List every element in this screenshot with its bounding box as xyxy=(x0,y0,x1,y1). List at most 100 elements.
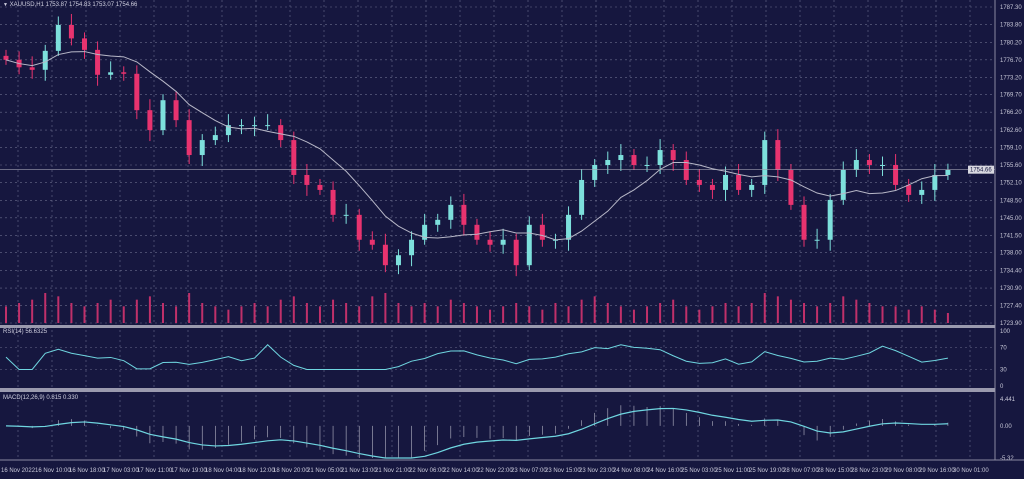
volume-bar xyxy=(593,296,596,323)
rsi-label: RSI(14) 56.6325 xyxy=(3,329,48,335)
bull-candle xyxy=(422,224,428,240)
time-tick-label: 29 Nov 16:00 xyxy=(919,468,955,474)
volume-bar xyxy=(776,296,779,323)
volume-bar xyxy=(397,303,400,323)
bear-candle xyxy=(801,204,807,240)
triangle-down-icon[interactable]: ▼ xyxy=(3,2,8,8)
volume-bar xyxy=(515,303,518,323)
bull-candle xyxy=(395,255,401,266)
time-tick-label: 17 Nov 11:00 xyxy=(137,468,173,474)
rsi-tick-label: 0 xyxy=(1000,384,1004,390)
volume-bar xyxy=(161,303,164,323)
bear-candle xyxy=(631,155,637,165)
time-tick-label: 18 Nov 20:00 xyxy=(273,468,309,474)
bear-candle xyxy=(95,49,101,75)
bull-candle xyxy=(566,214,572,240)
bear-candle xyxy=(291,140,297,175)
time-tick-label: 16 Nov 18:00 xyxy=(69,468,105,474)
bull-candle xyxy=(618,155,624,161)
bull-candle xyxy=(199,140,205,156)
volume-bar xyxy=(292,296,295,323)
bull-candle xyxy=(644,165,650,166)
bear-candle xyxy=(81,38,87,50)
volume-bar xyxy=(659,303,662,323)
time-tick-label: 28 Nov 07:00 xyxy=(783,468,819,474)
time-tick-label: 22 Nov 14:00 xyxy=(443,468,479,474)
volume-bar xyxy=(816,306,819,323)
bull-candle xyxy=(238,125,244,127)
volume-bar xyxy=(175,306,178,323)
bull-candle xyxy=(526,224,532,266)
volume-bar xyxy=(842,296,845,323)
price-tick-label: 1755.60 xyxy=(1000,163,1022,169)
volume-bar xyxy=(737,306,740,323)
volume-bar xyxy=(57,296,60,323)
bull-candle xyxy=(212,135,218,141)
bear-candle xyxy=(317,184,323,190)
time-tick-label: 23 Nov 23:00 xyxy=(579,468,615,474)
volume-bar xyxy=(475,306,478,323)
volume-bars xyxy=(5,293,949,323)
moving-average xyxy=(5,51,948,241)
bull-candle xyxy=(343,214,349,216)
time-tick-label: 25 Nov 19:00 xyxy=(749,468,785,474)
bull-candle xyxy=(108,72,114,75)
time-tick-label: 21 Nov 05:00 xyxy=(307,468,343,474)
bull-candle xyxy=(592,165,598,180)
volume-bar xyxy=(345,303,348,323)
volume-bar xyxy=(240,306,243,323)
time-tick-label: 24 Nov 08:00 xyxy=(613,468,649,474)
bull-candle xyxy=(55,24,61,51)
panel-separator xyxy=(0,388,995,392)
bull-candle xyxy=(448,204,454,220)
bear-candle xyxy=(173,100,179,121)
bear-candle xyxy=(121,72,127,74)
volume-bar xyxy=(384,293,387,323)
time-tick-label: 25 Nov 03:00 xyxy=(681,468,717,474)
rsi-tick-label: 100 xyxy=(1000,329,1011,335)
bull-candle xyxy=(880,165,886,166)
bull-candle xyxy=(932,174,938,190)
bear-candle xyxy=(696,179,702,185)
volume-bar xyxy=(148,296,151,323)
price-tick-label: 1727.40 xyxy=(1000,304,1022,310)
price-tick-label: 1759.10 xyxy=(1000,146,1022,152)
volume-bar xyxy=(554,303,557,323)
bull-candle xyxy=(723,174,729,190)
symbol-ohlc: XAUUSD,H1 1753.87 1754.83 1753.07 1754.6… xyxy=(9,2,138,8)
bear-candle xyxy=(513,239,519,266)
macd-tick-label: 0.00 xyxy=(1000,424,1012,430)
time-tick-label: 23 Nov 07:00 xyxy=(511,468,547,474)
bear-candle xyxy=(330,189,336,215)
price-tick-label: 1766.20 xyxy=(1000,110,1022,116)
rsi-line xyxy=(5,344,949,370)
time-tick-label: 22 Nov 06:00 xyxy=(409,468,445,474)
bull-candle xyxy=(814,239,820,241)
price-tick-label: 1738.00 xyxy=(1000,251,1022,257)
macd-signal-line xyxy=(5,407,948,459)
volume-bar xyxy=(436,306,439,323)
volume-bar xyxy=(724,303,727,323)
price-tick-label: 1752.10 xyxy=(1000,180,1022,186)
volume-bar xyxy=(672,299,675,323)
price-tick-label: 1776.70 xyxy=(1000,58,1022,64)
volume-bar xyxy=(489,309,492,323)
volume-bar xyxy=(698,309,701,323)
volume-bar xyxy=(214,306,217,323)
volume-bar xyxy=(920,306,923,323)
price-tick-label: 1741.50 xyxy=(1000,233,1022,239)
volume-bar xyxy=(606,303,609,323)
time-tick-label: 16 Nov 2022 xyxy=(1,468,36,474)
time-tick-label: 21 Nov 21:00 xyxy=(375,468,411,474)
bull-candle xyxy=(42,50,48,70)
volume-bar xyxy=(122,306,125,323)
volume-bar xyxy=(881,306,884,323)
bull-candle xyxy=(265,125,271,127)
time-tick-label: 18 Nov 12:00 xyxy=(239,468,275,474)
bear-candle xyxy=(893,165,899,185)
volume-bar xyxy=(580,299,583,323)
volume-bar xyxy=(750,303,753,323)
